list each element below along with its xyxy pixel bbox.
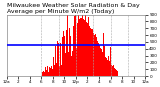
- Text: Milwaukee Weather Solar Radiation & Day Average per Minute W/m2 (Today): Milwaukee Weather Solar Radiation & Day …: [7, 3, 139, 14]
